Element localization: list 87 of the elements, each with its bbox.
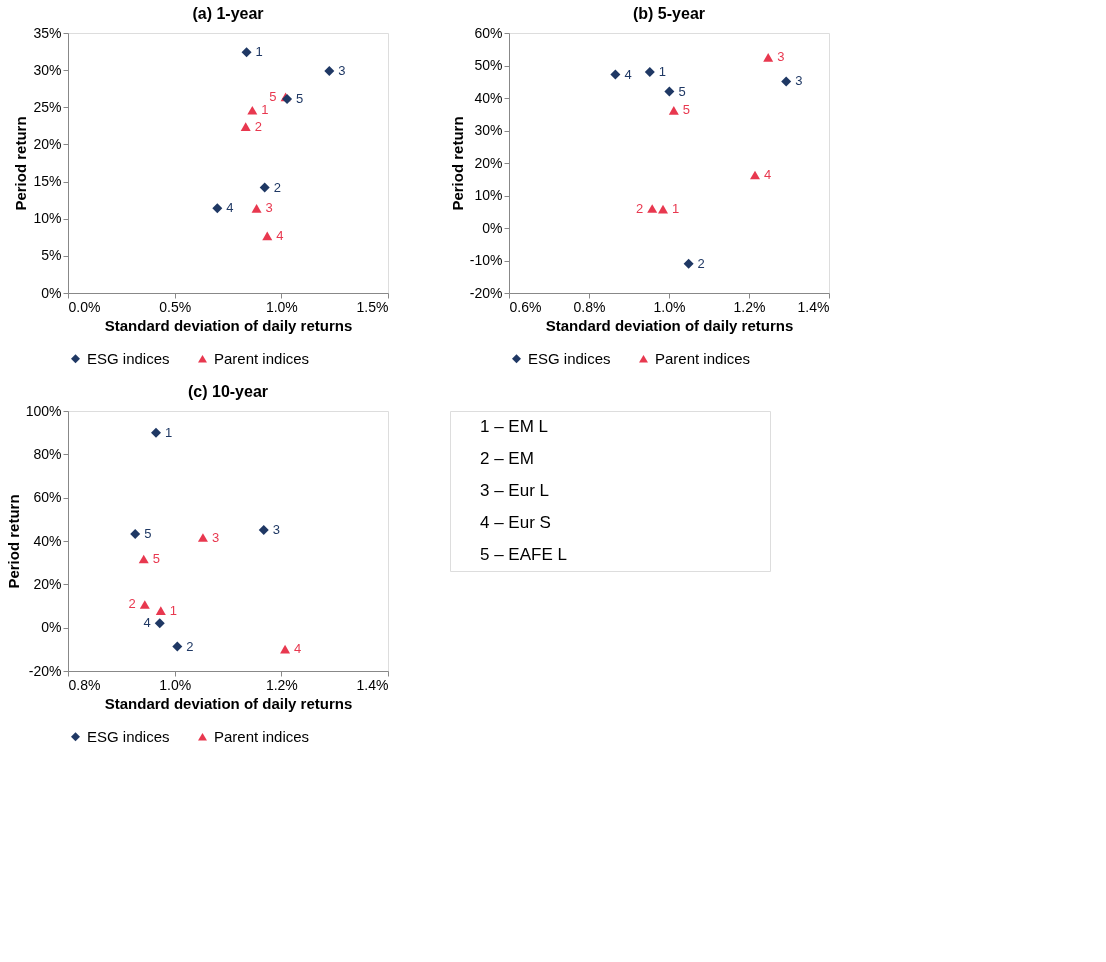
- y-tick-label: 20%: [33, 575, 62, 592]
- annotation: 5: [269, 88, 277, 104]
- annotation: 3: [338, 62, 346, 78]
- annotation: 1: [255, 44, 263, 60]
- annotation: 5: [296, 91, 304, 107]
- x-tick-label: 1.4%: [356, 676, 389, 693]
- annotation: 1: [658, 64, 667, 79]
- y-tick-label: 15%: [33, 173, 62, 190]
- y-tick-label: 30%: [474, 122, 503, 138]
- x-tick-label: 1.2%: [265, 676, 298, 693]
- annotation: 4: [276, 227, 284, 243]
- annotation: 3: [272, 521, 280, 537]
- annotation: 4: [294, 641, 302, 657]
- y-tick-label: 100%: [25, 402, 62, 419]
- legend-label: Parent indices: [214, 727, 310, 745]
- x-tick-label: 1.0%: [653, 298, 686, 315]
- y-tick-label: 30%: [33, 61, 62, 78]
- x-axis-title: Standard deviation of daily returns: [104, 316, 353, 334]
- x-tick-label: 1.0%: [159, 676, 192, 693]
- annotation: 1: [169, 602, 178, 618]
- y-tick-label: -20%: [28, 662, 62, 679]
- text: 5 – EAFE L: [480, 545, 567, 564]
- y-tick-label: 35%: [33, 24, 62, 41]
- annotation: 4: [143, 615, 151, 631]
- y-tick-label: 40%: [33, 532, 62, 549]
- annotation: 2: [128, 596, 136, 612]
- legend-label: ESG indices: [528, 349, 611, 367]
- annotation: 5: [678, 83, 686, 99]
- annotation: 4: [624, 66, 632, 82]
- chart-title: (a) 1-year: [192, 5, 264, 22]
- y-tick-label: 20%: [33, 135, 62, 152]
- x-tick-label: 0.5%: [159, 298, 192, 315]
- annotation: 4: [764, 167, 772, 183]
- legend-label: ESG indices: [87, 349, 170, 367]
- x-tick-label: 0.8%: [573, 298, 606, 315]
- y-tick-label: 0%: [41, 284, 62, 301]
- legend-label: Parent indices: [214, 349, 310, 367]
- text: 1 – EM L: [480, 417, 549, 436]
- y-tick-label: 50%: [474, 57, 503, 73]
- annotation: 3: [795, 73, 803, 89]
- text: 4 – Eur S: [480, 513, 551, 532]
- y-tick-label: 0%: [41, 619, 62, 636]
- x-tick-label: 1.4%: [797, 298, 830, 315]
- y-tick-label: 20%: [474, 154, 503, 171]
- x-axis-title: Standard deviation of daily returns: [545, 316, 794, 334]
- annotation: 1: [261, 102, 269, 118]
- annotation: 3: [211, 529, 220, 545]
- y-tick-label: 25%: [33, 98, 62, 115]
- chart-title: (b) 5-year: [632, 5, 706, 22]
- annotation: 2: [635, 200, 644, 216]
- y-tick-label: 80%: [33, 445, 62, 462]
- annotation: 3: [265, 200, 273, 216]
- annotation: 1: [165, 424, 173, 440]
- y-tick-label: 60%: [474, 24, 503, 41]
- y-tick-label: 0%: [482, 219, 503, 236]
- annotation: 2: [186, 638, 194, 654]
- annotation: 5: [682, 102, 691, 118]
- annotation: 1: [672, 201, 680, 217]
- y-tick-label: 40%: [474, 89, 503, 106]
- x-tick-label: 0.8%: [68, 676, 101, 693]
- text: 3 – Eur L: [480, 481, 549, 500]
- annotation: 4: [226, 200, 234, 216]
- x-tick-label: 0.0%: [68, 298, 101, 315]
- y-tick-label: -10%: [469, 252, 503, 268]
- y-tick-label: -20%: [469, 284, 503, 301]
- annotation: 2: [273, 179, 281, 195]
- y-axis-title: Period return: [448, 116, 466, 211]
- legend-label: Parent indices: [655, 349, 751, 367]
- x-axis-title: Standard deviation of daily returns: [104, 694, 353, 712]
- x-tick-label: 1.2%: [733, 298, 766, 315]
- y-tick-label: 10%: [33, 210, 62, 227]
- y-tick-label: 5%: [41, 247, 62, 264]
- y-tick-label: 10%: [474, 187, 503, 203]
- annotation: 2: [697, 255, 705, 271]
- x-tick-label: 1.5%: [356, 298, 389, 315]
- annotation: 3: [777, 49, 785, 65]
- annotation: 2: [254, 118, 262, 134]
- chart-title: (c) 10-year: [187, 383, 269, 400]
- x-tick-label: 1.0%: [265, 298, 298, 315]
- y-axis-title: Period return: [4, 494, 22, 589]
- legend-label: ESG indices: [87, 727, 170, 745]
- annotation: 5: [152, 550, 160, 566]
- y-tick-label: 60%: [33, 489, 62, 506]
- y-axis-title: Period return: [12, 116, 30, 211]
- annotation: 5: [144, 526, 152, 542]
- text: 2 – EM: [480, 449, 534, 468]
- x-tick-label: 0.6%: [509, 298, 542, 315]
